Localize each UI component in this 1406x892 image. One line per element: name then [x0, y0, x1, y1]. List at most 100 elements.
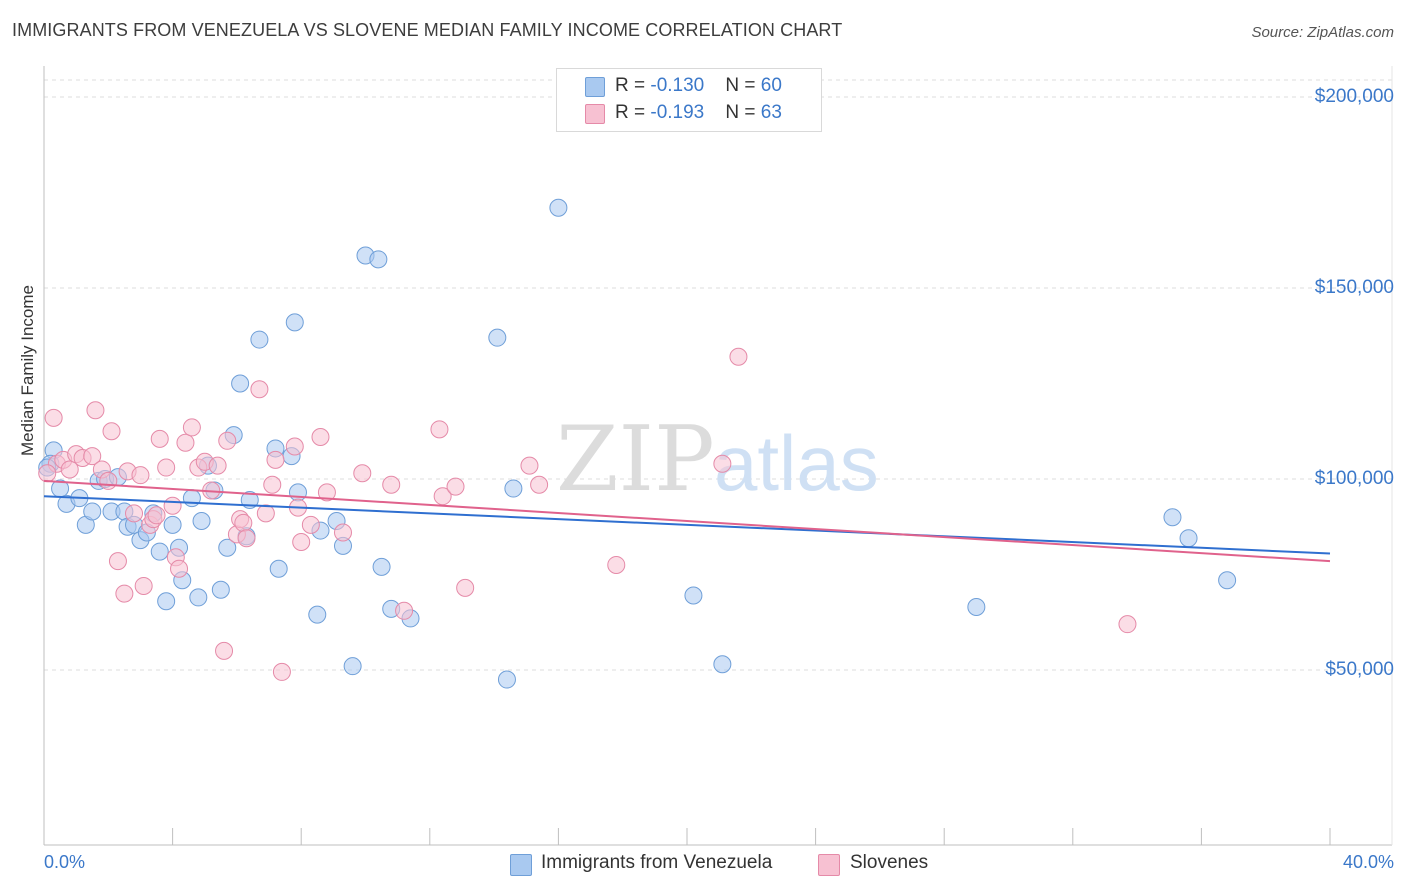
point-slovenes	[237, 529, 256, 548]
point-venezuela	[192, 512, 211, 531]
point-slovenes	[150, 429, 169, 448]
point-slovenes	[38, 464, 57, 483]
point-slovenes	[292, 533, 311, 552]
point-slovenes	[102, 422, 121, 441]
point-slovenes	[263, 475, 282, 494]
point-venezuela	[163, 515, 182, 534]
point-slovenes	[395, 601, 414, 620]
point-slovenes	[256, 504, 275, 523]
point-slovenes	[234, 513, 253, 532]
y-tick-label: $200,000	[1314, 86, 1394, 107]
point-slovenes	[272, 662, 291, 681]
legend-n-label: N =	[725, 75, 761, 96]
trendline-venezuela	[43, 495, 1331, 555]
legend-n-value: 63	[760, 102, 782, 123]
legend-r-value: -0.130	[650, 75, 705, 96]
point-slovenes	[729, 347, 748, 366]
point-venezuela	[1218, 571, 1237, 590]
point-slovenes	[86, 401, 105, 420]
legend-box: R = -0.130 N = 60 R = -0.193 N = 63	[556, 68, 822, 132]
point-venezuela	[372, 557, 391, 576]
point-slovenes	[311, 427, 330, 446]
point-venezuela	[288, 483, 307, 502]
point-venezuela	[308, 605, 327, 624]
y-tick-label: $50,000	[1325, 659, 1394, 680]
point-venezuela	[343, 657, 362, 676]
point-venezuela	[189, 588, 208, 607]
point-slovenes	[147, 506, 166, 525]
point-slovenes	[530, 475, 549, 494]
bottom-legend-swatch-venezuela	[510, 854, 532, 876]
point-slovenes	[218, 431, 237, 450]
chart-title: IMMIGRANTS FROM VENEZUELA VS SLOVENE MED…	[12, 20, 843, 40]
legend-n-value: 60	[760, 75, 782, 96]
point-venezuela	[504, 479, 523, 498]
legend-row-venezuela: R = -0.130 N = 60	[615, 75, 782, 97]
point-slovenes	[430, 420, 449, 439]
y-tick-label: $100,000	[1314, 468, 1394, 489]
point-venezuela	[713, 655, 732, 674]
point-venezuela	[269, 559, 288, 578]
source-label: Source: ZipAtlas.com	[1251, 24, 1394, 41]
y-tick-label: $150,000	[1314, 277, 1394, 298]
point-slovenes	[333, 523, 352, 542]
point-slovenes	[607, 555, 626, 574]
point-slovenes	[520, 456, 539, 475]
point-slovenes	[215, 641, 234, 660]
point-slovenes	[115, 584, 134, 603]
point-venezuela	[250, 330, 269, 349]
point-slovenes	[108, 552, 127, 571]
point-venezuela	[285, 313, 304, 332]
bottom-legend-swatch-slovenes	[818, 854, 840, 876]
trendline-slovenes	[43, 479, 1331, 563]
point-slovenes	[131, 466, 150, 485]
point-venezuela	[182, 489, 201, 508]
point-slovenes	[134, 576, 153, 595]
point-venezuela	[231, 374, 250, 393]
point-slovenes	[446, 477, 465, 496]
point-slovenes	[301, 515, 320, 534]
x-tick-label-min: 0.0%	[44, 852, 86, 872]
point-slovenes	[182, 418, 201, 437]
point-venezuela	[369, 250, 388, 269]
point-slovenes	[317, 483, 336, 502]
point-slovenes	[250, 380, 269, 399]
x-tick-label-max: 40.0%	[1342, 852, 1394, 872]
point-slovenes	[353, 464, 372, 483]
point-slovenes	[176, 433, 195, 452]
point-slovenes	[382, 475, 401, 494]
legend-n-label: N =	[725, 102, 761, 123]
watermark-atlas: atlas	[714, 419, 879, 507]
legend-r-label: R =	[615, 75, 651, 96]
point-slovenes	[1118, 615, 1137, 634]
point-venezuela	[967, 597, 986, 616]
point-slovenes	[433, 487, 452, 506]
point-slovenes	[60, 460, 79, 479]
point-slovenes	[456, 578, 475, 597]
legend-row-slovenes: R = -0.193 N = 63	[615, 102, 782, 124]
point-venezuela	[1163, 508, 1182, 527]
point-slovenes	[83, 447, 102, 466]
point-venezuela	[218, 538, 237, 557]
point-venezuela	[488, 328, 507, 347]
legend-r-value: -0.193	[650, 102, 705, 123]
point-slovenes	[44, 408, 63, 427]
point-venezuela	[211, 580, 230, 599]
point-slovenes	[713, 454, 732, 473]
point-slovenes	[170, 559, 189, 578]
point-venezuela	[549, 198, 568, 217]
legend-swatch-venezuela	[585, 77, 605, 97]
point-venezuela	[157, 592, 176, 611]
point-slovenes	[208, 456, 227, 475]
bottom-legend-venezuela: Immigrants from Venezuela	[541, 852, 773, 873]
point-venezuela	[684, 586, 703, 605]
point-venezuela	[497, 670, 516, 689]
point-slovenes	[157, 458, 176, 477]
point-slovenes	[125, 504, 144, 523]
point-slovenes	[163, 496, 182, 515]
point-venezuela	[83, 502, 102, 521]
watermark-zip: ZIP	[556, 407, 715, 512]
point-venezuela	[1179, 529, 1198, 548]
y-axis-label: Median Family Income	[18, 284, 37, 456]
